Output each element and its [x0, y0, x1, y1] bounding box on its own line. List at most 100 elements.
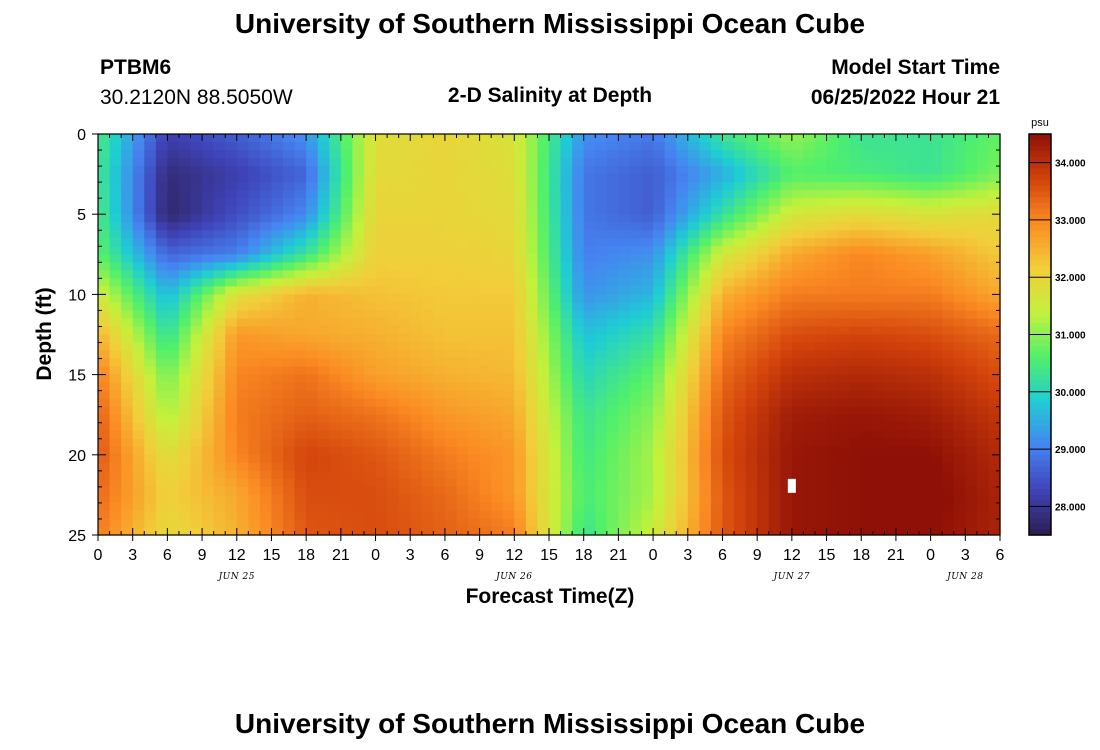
heatmap-cell [317, 230, 330, 239]
heatmap-cell [375, 142, 388, 151]
heatmap-cell [942, 158, 955, 167]
heatmap-cell [213, 134, 226, 143]
heatmap-cell [583, 462, 596, 472]
heatmap-cell [294, 398, 307, 408]
heatmap-cell [340, 430, 354, 440]
heatmap-cell [456, 438, 469, 448]
colorbar-segment [1029, 305, 1051, 313]
heatmap-cell [491, 134, 504, 143]
heatmap-cell [641, 390, 654, 400]
heatmap-cell [849, 190, 862, 199]
heatmap-cell [560, 358, 573, 368]
heatmap-cell [155, 262, 168, 271]
heatmap-cell [155, 254, 168, 263]
heatmap-cell [988, 342, 1001, 352]
heatmap-cell [953, 278, 966, 287]
heatmap-cell [734, 158, 747, 167]
heatmap-cell [722, 390, 735, 400]
heatmap-cell [664, 390, 677, 400]
heatmap-cell [768, 134, 781, 143]
heatmap-cell [757, 526, 770, 536]
heatmap-cell [664, 150, 677, 159]
colorbar-segment [1029, 202, 1051, 210]
heatmap-cell [803, 190, 816, 199]
heatmap-cell [942, 302, 955, 312]
heatmap-cell [780, 414, 793, 424]
heatmap-cell [919, 198, 932, 207]
heatmap-cell [710, 358, 724, 368]
heatmap-cell [525, 526, 539, 536]
heatmap-cell [317, 262, 330, 271]
heatmap-cell [919, 446, 932, 456]
heatmap-cell [583, 486, 596, 496]
heatmap-cell [780, 438, 793, 448]
heatmap-cell [132, 342, 145, 352]
heatmap-cell [872, 526, 885, 536]
heatmap-cell [525, 310, 539, 320]
heatmap-cell [502, 518, 515, 528]
heatmap-cell [710, 302, 724, 312]
heatmap-cell [849, 310, 862, 320]
heatmap-cell [225, 174, 238, 183]
heatmap-cell [664, 278, 677, 287]
heatmap-cell [710, 182, 724, 191]
heatmap-cell [248, 358, 261, 368]
heatmap-cell [98, 246, 111, 255]
heatmap-cell [942, 358, 955, 368]
heatmap-cell [780, 486, 793, 496]
heatmap-cell [398, 382, 411, 392]
colorbar-unit: psu [1031, 117, 1049, 129]
heatmap-cell [953, 294, 966, 304]
heatmap-cell [491, 278, 504, 287]
heatmap-cell [838, 478, 851, 488]
heatmap-cell [572, 254, 585, 263]
heatmap-cell [479, 134, 492, 143]
heatmap-cell [988, 166, 1001, 175]
heatmap-cell [687, 342, 700, 352]
heatmap-cell [745, 310, 758, 320]
heatmap-cell [225, 270, 238, 279]
heatmap-cell [930, 478, 943, 488]
heatmap-cell [387, 382, 400, 392]
heatmap-cell [629, 374, 643, 384]
heatmap-cell [560, 390, 573, 400]
heatmap-cell [340, 158, 354, 167]
heatmap-cell [687, 518, 700, 528]
heatmap-cell [294, 358, 307, 368]
heatmap-cell [849, 166, 862, 175]
x-tick-label: 12 [505, 547, 523, 564]
heatmap-cell [826, 382, 839, 392]
heatmap-cell [653, 478, 666, 488]
heatmap-cell [919, 350, 932, 360]
heatmap-cell [502, 302, 515, 312]
heatmap-cell [398, 286, 411, 295]
heatmap-cell [699, 398, 712, 408]
heatmap-cell [629, 166, 643, 175]
heatmap-cell [398, 182, 411, 191]
heatmap-cell [895, 310, 909, 320]
heatmap-cell [294, 486, 307, 496]
heatmap-cell [294, 174, 307, 183]
heatmap-cell [814, 294, 828, 304]
heatmap-cell [780, 326, 793, 336]
heatmap-cell [768, 374, 781, 384]
heatmap-cell [306, 206, 319, 215]
heatmap-cell [653, 230, 666, 239]
heatmap-cell [618, 358, 631, 368]
heatmap-cell [190, 374, 203, 384]
colorbar-segment [1029, 397, 1051, 404]
heatmap-cell [132, 390, 145, 400]
heatmap-cell [363, 238, 377, 247]
heatmap-cell [398, 198, 411, 207]
heatmap-cell [676, 462, 689, 472]
heatmap-cell [283, 254, 296, 263]
heatmap-cell [387, 342, 400, 352]
heatmap-cell [849, 214, 862, 223]
heatmap-cell [803, 222, 816, 231]
heatmap-cell [699, 494, 712, 504]
heatmap-cell [363, 190, 377, 199]
heatmap-cell [618, 174, 631, 183]
heatmap-cell [780, 262, 793, 271]
heatmap-cell [676, 214, 689, 223]
heatmap-cell [699, 422, 712, 432]
